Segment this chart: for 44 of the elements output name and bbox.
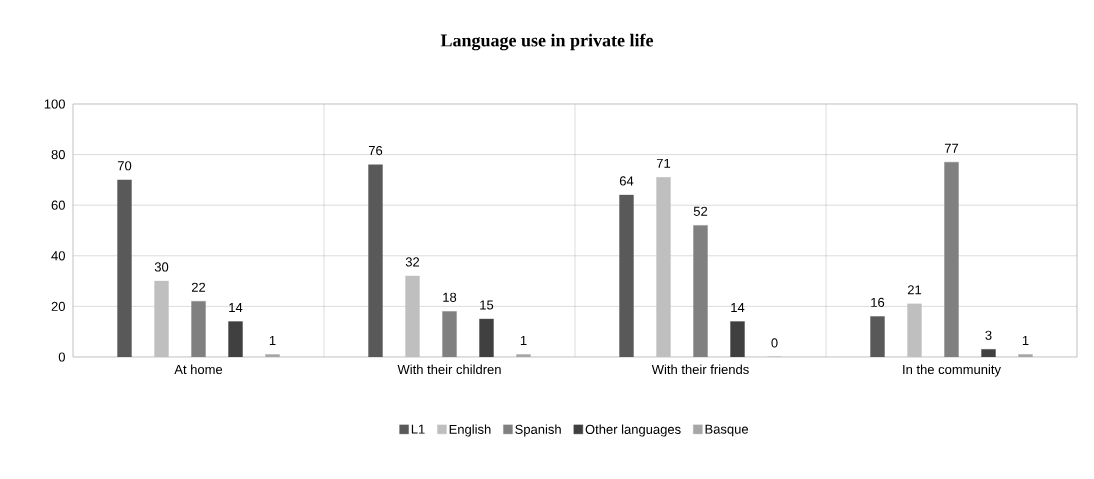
- data-label: 0: [771, 338, 778, 348]
- data-label: 22: [191, 282, 206, 292]
- x-tick-label: At home: [174, 364, 223, 375]
- data-label: 30: [154, 262, 169, 272]
- data-label: 1: [1022, 336, 1029, 345]
- legend-label: English: [449, 424, 491, 437]
- data-label: 21: [907, 285, 922, 295]
- bar: [656, 177, 671, 357]
- y-tick-label: 80: [51, 149, 65, 160]
- data-label: 3: [985, 330, 992, 340]
- data-label: 1: [269, 336, 276, 345]
- data-label: 16: [871, 297, 885, 307]
- data-label: 32: [405, 257, 420, 267]
- legend-label: Other languages: [585, 424, 681, 437]
- legend-label: L1: [411, 424, 425, 434]
- bar: [907, 303, 922, 357]
- data-label: 18: [443, 292, 457, 302]
- bar: [405, 275, 420, 357]
- data-label: 15: [480, 300, 494, 310]
- bar: [154, 280, 169, 357]
- bar: [870, 316, 885, 357]
- y-tick-label: 40: [51, 251, 65, 261]
- data-label: 71: [656, 158, 671, 168]
- data-label: 70: [117, 161, 132, 171]
- bar: [619, 194, 634, 357]
- chart-title: Language use in private life: [440, 33, 654, 51]
- data-label: 1: [520, 336, 527, 345]
- legend-label: Basque: [705, 424, 749, 437]
- data-label: 64: [619, 176, 634, 186]
- data-label: 76: [368, 145, 383, 156]
- x-tick-label: In the community: [903, 364, 1001, 377]
- y-tick-label: 20: [51, 301, 65, 311]
- data-label: 77: [944, 143, 959, 153]
- legend-label: Spanish: [515, 424, 561, 437]
- y-tick-label: 0: [58, 352, 65, 362]
- y-tick-label: 60: [51, 200, 65, 210]
- bar: [368, 164, 383, 357]
- data-label: 14: [229, 303, 243, 313]
- bar: [117, 179, 132, 357]
- y-tick-label: 100: [44, 99, 65, 109]
- data-label: 52: [693, 206, 708, 216]
- x-tick-label: With their friends: [651, 364, 749, 375]
- x-tick-label: With their children: [397, 364, 501, 375]
- data-label: 14: [731, 303, 745, 313]
